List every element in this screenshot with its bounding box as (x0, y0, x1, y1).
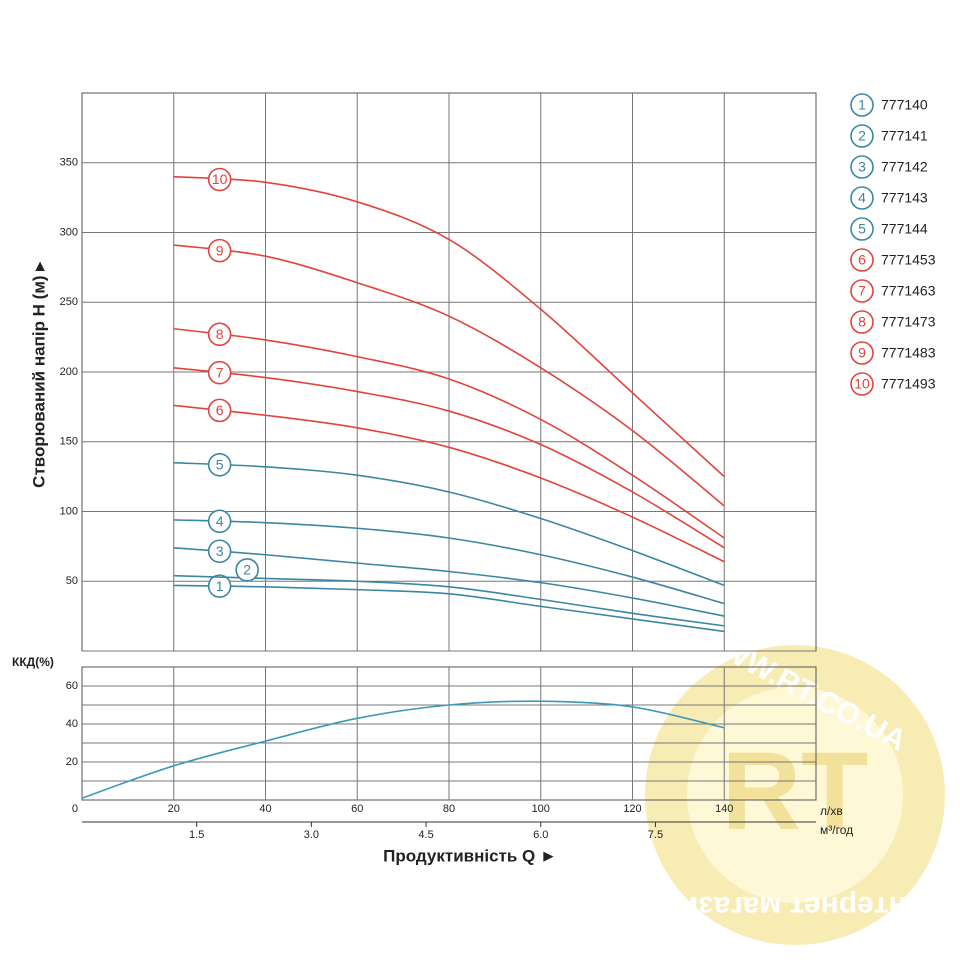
curve-marker-label: 10 (212, 171, 228, 187)
y-tick-label: 200 (60, 366, 78, 378)
y-axis-label: Створюваний напір H (м) ▸ (29, 261, 48, 488)
curve-marker (207, 322, 232, 347)
y-tick-label: 250 (60, 296, 78, 308)
curve-marker-label: 2 (243, 562, 251, 578)
y-tick-label: 300 (60, 226, 78, 238)
legend-label: 7771473 (881, 314, 936, 330)
curve-marker (207, 539, 232, 564)
legend-marker (850, 341, 874, 365)
legend-marker-label: 4 (858, 190, 866, 206)
legend-label: 7771453 (881, 252, 936, 268)
curve-marker-label: 8 (216, 326, 224, 342)
x-axis-label: Продуктивність Q ► (383, 846, 557, 865)
legend-marker-label: 8 (858, 314, 866, 330)
y-tick-label: 60 (66, 680, 78, 692)
x2-tick-label: 7.5 (648, 829, 663, 841)
legend-label: 777141 (881, 128, 928, 144)
legend-marker (850, 93, 874, 117)
legend-label: 777142 (881, 159, 928, 175)
x2-tick-label: 4.5 (418, 829, 433, 841)
legend-marker-label: 1 (858, 97, 866, 113)
curve-marker (207, 509, 232, 534)
y-tick-label: 50 (66, 575, 78, 587)
legend-marker-label: 10 (854, 376, 870, 392)
curve-marker (207, 452, 232, 477)
y-tick-label: 350 (60, 157, 78, 169)
legend-marker (850, 248, 874, 272)
watermark-caption: Интернет магазин (662, 890, 928, 923)
legend-marker-label: 9 (858, 345, 866, 361)
legend-label: 777144 (881, 221, 928, 237)
curve-marker (207, 398, 232, 423)
legend-marker (850, 155, 874, 179)
legend-marker-label: 7 (858, 283, 866, 299)
legend-marker (850, 124, 874, 148)
legend-marker-label: 5 (858, 221, 866, 237)
curve (173, 244, 725, 507)
x-tick-label: 120 (623, 803, 641, 815)
x-tick-label: 20 (168, 803, 180, 815)
curve-marker-label: 3 (216, 543, 224, 559)
curve-marker-label: 4 (216, 513, 224, 529)
legend-marker-label: 2 (858, 128, 866, 144)
x2-unit: м³/год (820, 823, 853, 837)
curve-marker-label: 1 (216, 578, 224, 594)
legend-marker (850, 279, 874, 303)
x-tick-label: 40 (259, 803, 271, 815)
curve (173, 546, 725, 617)
watermark: RT WWW.RT.CO.UA Интернет магазин (645, 619, 945, 945)
x-tick-label: 80 (443, 803, 455, 815)
curve (173, 175, 725, 478)
legend-label: 777143 (881, 190, 928, 206)
y-tick-label: 150 (60, 436, 78, 448)
x-tick-label: 140 (715, 803, 733, 815)
curve (173, 461, 725, 587)
y-tick-label: 40 (66, 718, 78, 730)
curve (173, 404, 725, 563)
curve-marker (207, 574, 232, 598)
y-tick-label: 100 (60, 505, 78, 517)
legend-marker (850, 310, 874, 334)
curve-marker-label: 7 (216, 364, 224, 380)
curve (173, 584, 725, 633)
curve-marker-label: 6 (216, 402, 224, 418)
legend-label: 7771463 (881, 283, 936, 299)
legend-marker (850, 372, 874, 396)
curve (173, 574, 725, 627)
curve-marker-label: 5 (216, 456, 224, 472)
efficiency-label: ККД(%) (12, 655, 54, 669)
x-tick-label: 100 (532, 803, 550, 815)
curve-marker (207, 167, 232, 192)
efficiency-curve (81, 700, 725, 799)
legend-label: 7771493 (881, 376, 936, 392)
x2-tick-label: 3.0 (304, 829, 319, 841)
x-tick-label: 60 (351, 803, 363, 815)
legend-marker (850, 217, 874, 241)
y-tick-label: 20 (66, 756, 78, 768)
legend-marker (850, 186, 874, 210)
curve-marker (207, 238, 232, 263)
curve (173, 367, 725, 549)
y-tick-label: 0 (72, 803, 78, 815)
x-unit: л/хв (820, 804, 843, 818)
curve (173, 327, 725, 539)
legend-label: 777140 (881, 97, 928, 113)
watermark-logo: RT (722, 730, 869, 853)
legend-marker-label: 3 (858, 159, 866, 175)
legend-marker-label: 6 (858, 252, 866, 268)
curve (173, 519, 725, 605)
watermark-inner (687, 687, 903, 903)
curve-marker-label: 9 (216, 242, 224, 258)
legend-label: 7771483 (881, 345, 936, 361)
curve-marker (207, 360, 232, 385)
curve-marker (235, 558, 259, 582)
x2-tick-label: 1.5 (189, 829, 204, 841)
x2-tick-label: 6.0 (533, 829, 548, 841)
